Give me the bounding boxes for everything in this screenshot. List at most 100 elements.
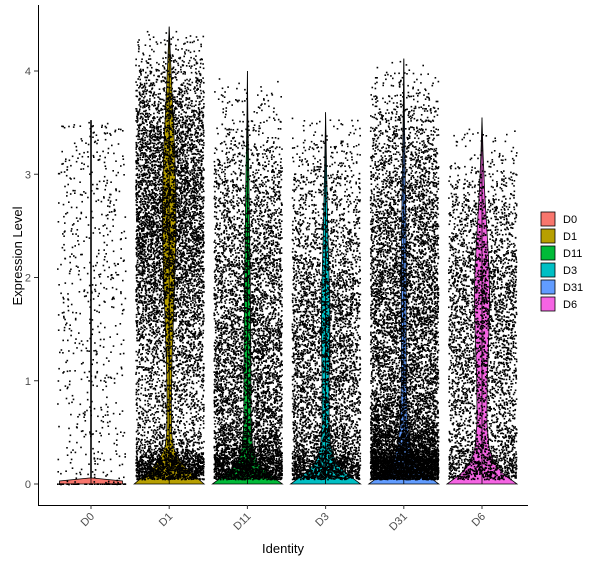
jitter-point (110, 274, 112, 277)
jitter-point (162, 307, 165, 310)
jitter-point (200, 156, 202, 159)
jitter-point (147, 339, 150, 342)
jitter-point (163, 229, 165, 231)
jitter-point (144, 445, 146, 448)
jitter-point (138, 48, 140, 50)
jitter-point (191, 41, 194, 44)
jitter-point (59, 351, 61, 354)
jitter-point (83, 191, 85, 193)
jitter-point (141, 460, 144, 463)
jitter-point (63, 235, 65, 237)
jitter-point (161, 242, 164, 245)
jitter-point (176, 166, 178, 168)
jitter-point (150, 83, 152, 85)
jitter-point (148, 228, 150, 231)
jitter-point (197, 235, 200, 237)
jitter-point (162, 218, 164, 220)
jitter-point (193, 362, 196, 365)
jitter-point (159, 457, 161, 460)
jitter-point (161, 215, 163, 218)
jitter-point (95, 200, 97, 203)
jitter-point (153, 346, 155, 348)
jitter-point (154, 147, 157, 149)
jitter-point (116, 372, 119, 375)
jitter-point (188, 453, 191, 455)
jitter-point (202, 167, 204, 169)
jitter-point (172, 66, 175, 69)
jitter-point (144, 316, 146, 319)
jitter-point (147, 244, 150, 246)
jitter-point (135, 188, 137, 191)
jitter-point (191, 168, 193, 171)
jitter-point (136, 404, 138, 406)
jitter-point (148, 308, 150, 310)
jitter-point (190, 477, 192, 480)
jitter-point (83, 414, 86, 416)
jitter-point (202, 275, 204, 278)
jitter-point (92, 298, 95, 300)
jitter-point (178, 458, 180, 460)
jitter-point (142, 91, 145, 94)
jitter-point (195, 129, 198, 132)
jitter-point (202, 329, 205, 332)
jitter-point (86, 391, 89, 394)
jitter-point (143, 336, 145, 338)
jitter-point (146, 207, 149, 209)
jitter-point (196, 368, 199, 371)
jitter-point (96, 188, 99, 190)
jitter-point (188, 65, 191, 67)
jitter-point (189, 189, 191, 192)
jitter-point (174, 139, 177, 141)
jitter-point (76, 347, 78, 349)
jitter-point (152, 347, 155, 350)
jitter-point (74, 370, 76, 372)
jitter-point (146, 114, 149, 117)
jitter-point (151, 380, 153, 382)
jitter-point (135, 373, 137, 375)
jitter-point (146, 201, 149, 203)
jitter-point (181, 219, 184, 221)
jitter-point (157, 103, 159, 106)
jitter-point (155, 189, 157, 191)
jitter-point (66, 480, 69, 483)
jitter-point (199, 74, 202, 77)
jitter-point (188, 101, 190, 104)
jitter-point (195, 80, 198, 82)
jitter-point (71, 467, 74, 469)
jitter-point (156, 189, 159, 192)
jitter-point (176, 157, 179, 160)
jitter-point (167, 388, 170, 390)
jitter-point (173, 307, 176, 309)
jitter-point (201, 151, 204, 153)
jitter-point (155, 229, 158, 231)
jitter-point (199, 217, 202, 219)
jitter-point (137, 159, 139, 162)
jitter-point (188, 286, 190, 289)
jitter-point (161, 108, 164, 111)
jitter-point (91, 483, 93, 485)
jitter-point (149, 454, 152, 456)
jitter-point (181, 338, 184, 341)
jitter-point (140, 272, 142, 274)
jitter-point (165, 463, 167, 465)
jitter-point (144, 253, 146, 256)
jitter-point (159, 268, 161, 271)
jitter-point (161, 254, 163, 256)
jitter-point (177, 202, 180, 204)
jitter-point (188, 107, 191, 110)
jitter-point (197, 308, 199, 311)
jitter-point (117, 481, 119, 484)
jitter-point (154, 453, 157, 455)
jitter-point (194, 207, 196, 210)
jitter-point (140, 204, 142, 206)
jitter-point (107, 483, 109, 485)
jitter-point (162, 331, 164, 334)
jitter-point (152, 442, 154, 444)
jitter-point (194, 110, 196, 112)
jitter-point (101, 426, 104, 429)
jitter-point (178, 268, 181, 270)
jitter-point (105, 357, 108, 359)
jitter-point (197, 272, 199, 275)
jitter-point (163, 425, 166, 428)
jitter-point (145, 474, 147, 477)
